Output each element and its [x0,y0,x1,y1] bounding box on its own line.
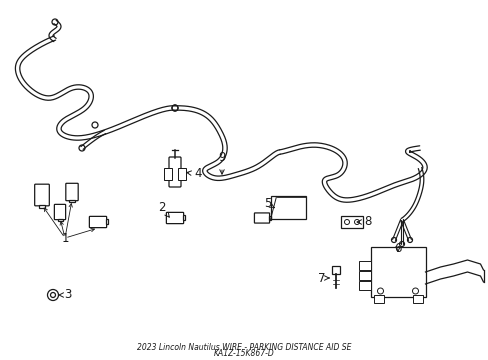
Text: 2023 Lincoln Nautilus WIRE - PARKING DISTANCE AID SE: 2023 Lincoln Nautilus WIRE - PARKING DIS… [137,343,351,352]
Bar [331,266,339,274]
Bar [178,168,185,180]
FancyBboxPatch shape [66,183,78,201]
Text: KA1Z-15K867-D: KA1Z-15K867-D [214,349,274,358]
Bar [39,205,45,208]
Bar [270,197,305,220]
Bar [69,200,75,202]
Bar [373,295,383,303]
FancyBboxPatch shape [166,212,183,224]
Bar [412,295,422,303]
FancyBboxPatch shape [54,204,65,220]
Text: 3: 3 [59,288,72,301]
Bar [370,247,425,297]
FancyBboxPatch shape [35,184,49,206]
Bar [163,168,172,180]
Bar [268,216,270,220]
Text: 4: 4 [186,167,202,180]
Bar [183,216,185,220]
Bar [340,216,362,228]
FancyBboxPatch shape [169,157,181,187]
Bar [358,271,370,280]
Bar [358,281,370,290]
Bar [58,219,62,221]
Text: 7: 7 [318,271,328,284]
Text: 1: 1 [61,231,69,244]
Text: 5: 5 [264,198,274,211]
FancyBboxPatch shape [254,213,269,223]
Text: 9: 9 [218,152,225,174]
Text: 6: 6 [393,242,401,255]
Text: 8: 8 [356,216,371,229]
Bar [358,261,370,270]
Text: 2: 2 [158,202,169,217]
Bar [106,220,108,225]
FancyBboxPatch shape [89,216,106,228]
